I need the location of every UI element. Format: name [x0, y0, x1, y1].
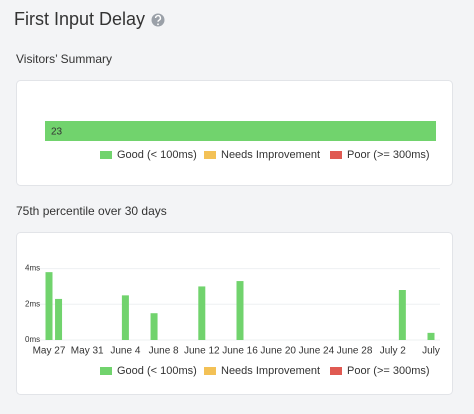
- legend-swatch: [100, 367, 112, 375]
- legend-swatch: [100, 151, 112, 159]
- x-tick-label: June 4: [110, 346, 140, 357]
- x-tick-label: June 20: [260, 346, 296, 357]
- x-tick-label: June 28: [337, 346, 373, 357]
- legend-swatch: [330, 367, 342, 375]
- x-tick-label: June 24: [299, 346, 335, 357]
- bar: [236, 281, 244, 340]
- help-icon[interactable]: [151, 13, 165, 27]
- legend-swatch: [330, 151, 342, 159]
- bar: [45, 272, 53, 340]
- legend-swatch: [204, 151, 216, 159]
- legend-swatch: [204, 367, 216, 375]
- legend-label: Poor (>= 300ms): [347, 365, 430, 377]
- section-title: 75th percentile over 30 days: [16, 204, 167, 218]
- legend-label: Needs Improvement: [221, 365, 320, 377]
- y-tick-label: 4ms: [25, 264, 40, 273]
- section-title: Visitors’ Summary: [16, 52, 112, 66]
- bar-value-label: 23: [51, 127, 63, 138]
- bar: [427, 332, 435, 340]
- bar: [198, 286, 206, 340]
- x-tick-label: June 12: [184, 346, 220, 357]
- x-tick-label: May 27: [33, 346, 66, 357]
- chart-card: [16, 232, 453, 395]
- bar: [55, 298, 63, 340]
- legend-label: Poor (>= 300ms): [347, 149, 430, 161]
- x-tick-label: June 16: [222, 346, 258, 357]
- bar: [398, 290, 406, 340]
- bar: [121, 295, 129, 340]
- y-tick-label: 0ms: [25, 335, 40, 344]
- x-tick-label: May 31: [71, 346, 104, 357]
- bar-segment: [45, 121, 436, 141]
- x-tick-label: July: [422, 346, 440, 357]
- x-tick-label: June 8: [149, 346, 179, 357]
- x-tick-label: July 2: [380, 346, 407, 357]
- page-title: First Input Delay: [14, 9, 145, 29]
- legend-label: Good (< 100ms): [117, 365, 197, 377]
- bar: [150, 313, 158, 340]
- y-tick-label: 2ms: [25, 299, 40, 308]
- legend-label: Good (< 100ms): [117, 149, 197, 161]
- legend-label: Needs Improvement: [221, 149, 320, 161]
